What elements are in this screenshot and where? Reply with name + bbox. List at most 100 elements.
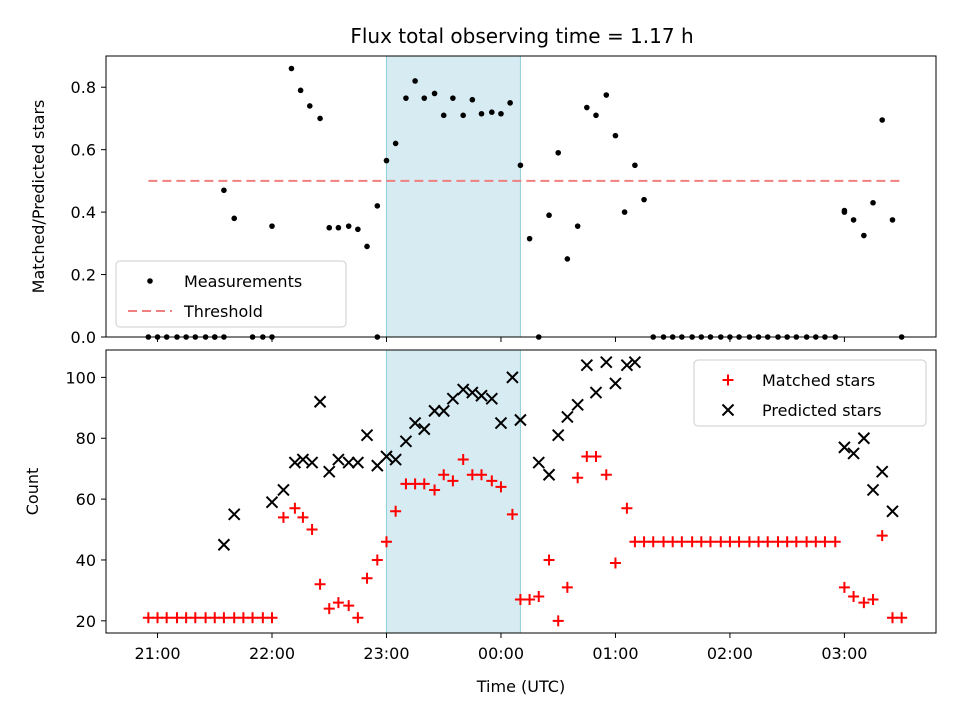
data-point <box>161 612 173 624</box>
data-point <box>247 612 259 624</box>
data-point <box>506 508 518 520</box>
data-point <box>217 538 231 551</box>
data-point <box>676 536 688 548</box>
data-point <box>266 612 278 624</box>
data-point <box>418 478 430 490</box>
data-point <box>526 235 533 242</box>
data-point <box>323 603 335 615</box>
data-point <box>889 217 896 223</box>
data-point <box>460 112 466 119</box>
data-point <box>277 511 289 523</box>
data-point <box>313 395 327 408</box>
data-point <box>838 441 851 454</box>
x-tick-label: 00:00 <box>478 644 524 663</box>
data-point <box>600 355 613 369</box>
data-point <box>297 511 309 523</box>
data-point <box>428 404 441 418</box>
data-point <box>374 203 381 209</box>
data-point <box>489 109 495 115</box>
data-point <box>589 386 603 399</box>
data-point <box>429 484 441 496</box>
data-point <box>866 483 880 497</box>
data-point <box>231 215 238 222</box>
data-point <box>335 224 342 231</box>
data-point <box>476 469 488 481</box>
data-point <box>306 103 313 109</box>
data-point <box>314 578 326 590</box>
data-point <box>288 65 295 72</box>
data-point <box>343 600 355 612</box>
data-point <box>306 524 318 536</box>
data-point <box>412 78 418 84</box>
legend-label: Predicted stars <box>762 401 882 420</box>
data-point <box>552 615 564 627</box>
data-point <box>847 447 860 460</box>
data-point <box>506 371 519 384</box>
data-point <box>457 454 469 466</box>
x-tick-label: 21:00 <box>134 644 180 663</box>
data-point <box>620 359 634 372</box>
data-point <box>555 149 562 156</box>
legend-box <box>693 359 927 427</box>
data-point <box>332 453 345 466</box>
y-tick-label: 0.8 <box>71 78 96 97</box>
data-point <box>361 572 373 584</box>
data-point <box>269 223 275 229</box>
data-point <box>323 465 336 478</box>
y-tick-label: 0.0 <box>71 328 96 347</box>
data-point <box>456 383 470 396</box>
data-point <box>297 87 304 94</box>
data-point <box>542 468 556 481</box>
data-point <box>819 536 831 548</box>
data-point <box>466 386 479 399</box>
legend-label: Threshold <box>183 302 263 321</box>
legend-marker <box>721 403 735 417</box>
data-point <box>609 557 621 569</box>
data-point <box>277 483 290 497</box>
x-tick-label: 22:00 <box>249 644 295 663</box>
y-tick-label: 20 <box>76 612 96 631</box>
data-point <box>590 451 602 463</box>
series-predicted-stars <box>217 355 899 551</box>
data-point <box>478 110 485 117</box>
data-point <box>870 199 876 206</box>
data-point <box>305 456 319 469</box>
legend: Matched stars Predicted stars <box>693 359 927 427</box>
data-point <box>288 456 302 469</box>
data-point <box>221 187 227 194</box>
legend-label: Matched stars <box>762 371 875 390</box>
data-point <box>380 536 392 548</box>
data-point <box>364 243 370 250</box>
data-point <box>762 536 774 548</box>
data-point <box>543 554 555 566</box>
legend-marker <box>147 278 153 284</box>
data-point <box>571 398 584 411</box>
data-point <box>841 209 848 215</box>
x-tick-label: 02:00 <box>707 644 753 663</box>
legend-label: Measurements <box>184 272 302 291</box>
legend-marker <box>722 374 734 386</box>
data-point <box>389 453 402 466</box>
data-point <box>580 359 594 372</box>
data-point <box>317 115 323 122</box>
data-point <box>533 590 545 602</box>
highlight-span <box>385 55 521 338</box>
data-point <box>408 416 422 430</box>
data-point <box>431 90 438 97</box>
bottom-panel-counts: 20 40 60 80 100 21:00 22:00 23:00 00:00 01:00 02:0… <box>23 349 937 696</box>
data-point <box>704 536 716 548</box>
data-point <box>609 377 622 390</box>
data-point <box>494 416 508 430</box>
data-point <box>342 456 355 469</box>
data-point <box>584 104 590 111</box>
data-point <box>532 456 545 469</box>
y-tick-label: 100 <box>65 368 96 387</box>
data-point <box>517 162 524 169</box>
data-point <box>861 232 867 239</box>
data-point <box>475 389 488 402</box>
data-point <box>621 209 628 215</box>
data-point <box>352 612 364 624</box>
data-point <box>647 536 659 548</box>
y-tick-label: 0.6 <box>71 141 96 160</box>
data-point <box>867 594 879 606</box>
